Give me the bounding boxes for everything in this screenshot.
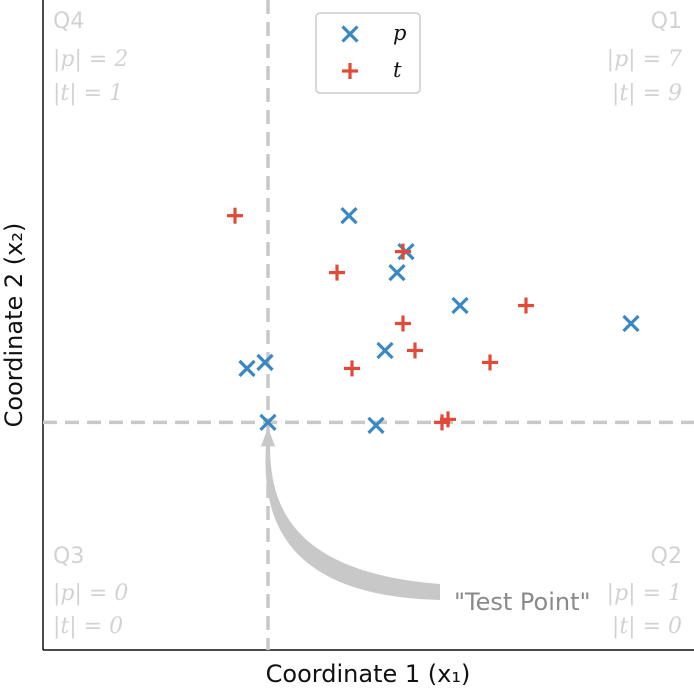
legend-t-marker [342,63,358,79]
t-point [227,207,243,224]
p-point [238,359,256,378]
quadrant-q2-t-count: |t| = 0 [612,614,682,639]
quadrant-q1-t-count: |t| = 9 [612,81,682,106]
quadrant-label-q4: Q4 [53,9,84,34]
quadrant-label-q1: Q1 [651,9,682,34]
t-point [395,243,411,260]
p-point [256,353,274,372]
test-point-annotation-label: "Test Point" [454,588,591,616]
t-point [440,411,456,428]
p-point [259,413,277,431]
quadrant-q3: Q3 |p| = 0 |t| = 0 [53,544,128,639]
legend-t-label: t [393,58,402,82]
series-t [227,207,534,431]
quadrant-label-q2: Q2 [651,544,682,569]
t-point [344,360,360,377]
quadrant-q4-t-count: |t| = 1 [53,81,123,106]
quadrant-q3-p-count: |p| = 0 [53,581,128,606]
t-point [518,297,534,314]
x-axis-label: Coordinate 1 (x₁) [266,660,471,688]
t-point [407,342,423,359]
p-point [367,416,385,434]
legend-p-label: p [393,21,406,45]
quadrant-q2: Q2 |p| = 1 |t| = 0 [607,544,682,639]
quadrant-q1-p-count: |p| = 7 [607,47,682,72]
legend-p-x-marker [341,25,359,43]
quadrant-q3-t-count: |t| = 0 [53,614,123,639]
p-point [376,341,394,360]
legend-box [315,12,421,94]
legend-t-plus-marker [342,63,358,79]
quadrant-label-q3: Q3 [53,544,84,569]
p-point [388,263,406,282]
p-point [451,296,469,315]
test-point-annotation-arrow [265,444,440,600]
series-p [238,207,640,434]
quadrant-q4: Q4 |p| = 2 |t| = 1 [53,9,128,106]
p-point [340,207,358,225]
t-point [395,315,411,332]
legend-p-marker [341,25,359,43]
quadrant-q1: Q1 |p| = 7 |t| = 9 [607,9,682,106]
p-point [622,314,640,333]
t-point [482,354,498,371]
quadrant-q4-p-count: |p| = 2 [53,47,128,72]
y-axis-label: Coordinate 2 (x₂) [0,223,28,428]
quadrant-q2-p-count: |p| = 1 [607,581,682,606]
legend: p t [315,12,421,94]
test-point-annotation-arrowhead [261,427,275,447]
t-point [329,264,345,281]
